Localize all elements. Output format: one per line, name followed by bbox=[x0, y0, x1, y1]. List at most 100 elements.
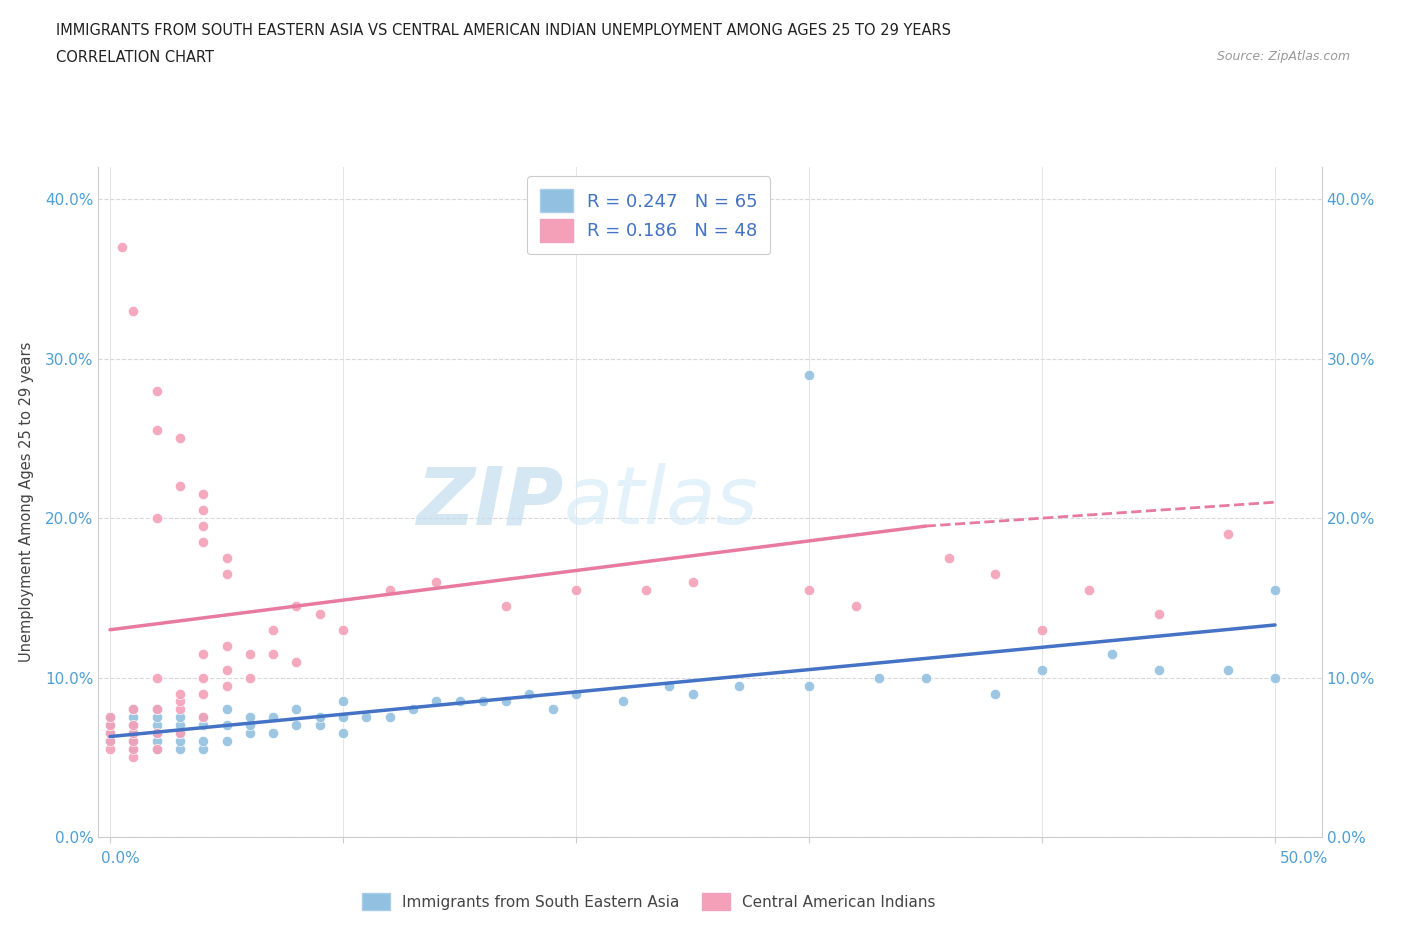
Point bbox=[98, 726, 121, 741]
Point bbox=[728, 678, 751, 693]
Point bbox=[145, 742, 167, 757]
Point bbox=[449, 694, 471, 709]
Point bbox=[122, 726, 145, 741]
Point bbox=[169, 686, 191, 701]
Point bbox=[122, 750, 145, 764]
Text: IMMIGRANTS FROM SOUTH EASTERN ASIA VS CENTRAL AMERICAN INDIAN UNEMPLOYMENT AMONG: IMMIGRANTS FROM SOUTH EASTERN ASIA VS CE… bbox=[56, 23, 952, 38]
Point bbox=[332, 622, 354, 637]
Point bbox=[98, 734, 121, 749]
Point bbox=[845, 598, 868, 613]
Point bbox=[308, 606, 330, 621]
Point bbox=[239, 671, 262, 685]
Point bbox=[215, 566, 238, 581]
Point bbox=[122, 710, 145, 724]
Point bbox=[682, 686, 704, 701]
Point bbox=[797, 678, 820, 693]
Point bbox=[471, 694, 494, 709]
Point bbox=[1031, 622, 1053, 637]
Point bbox=[239, 646, 262, 661]
Legend: Immigrants from South Eastern Asia, Central American Indians: Immigrants from South Eastern Asia, Cent… bbox=[356, 886, 942, 916]
Point bbox=[215, 718, 238, 733]
Point bbox=[122, 742, 145, 757]
Point bbox=[215, 662, 238, 677]
Point bbox=[145, 726, 167, 741]
Point bbox=[215, 678, 238, 693]
Point bbox=[565, 686, 588, 701]
Point bbox=[193, 519, 215, 534]
Point bbox=[332, 710, 354, 724]
Point bbox=[634, 582, 657, 597]
Point bbox=[984, 686, 1007, 701]
Point bbox=[193, 486, 215, 501]
Point bbox=[425, 694, 447, 709]
Point bbox=[145, 671, 167, 685]
Point bbox=[1218, 662, 1240, 677]
Point bbox=[169, 742, 191, 757]
Point bbox=[122, 734, 145, 749]
Point bbox=[98, 710, 121, 724]
Text: 50.0%: 50.0% bbox=[1281, 851, 1329, 866]
Text: ZIP: ZIP bbox=[416, 463, 564, 541]
Point bbox=[285, 718, 308, 733]
Point bbox=[519, 686, 541, 701]
Point bbox=[122, 718, 145, 733]
Point bbox=[565, 582, 588, 597]
Point bbox=[122, 702, 145, 717]
Point bbox=[193, 686, 215, 701]
Point bbox=[332, 694, 354, 709]
Point bbox=[169, 694, 191, 709]
Point bbox=[1101, 646, 1123, 661]
Text: CORRELATION CHART: CORRELATION CHART bbox=[56, 50, 214, 65]
Point bbox=[145, 702, 167, 717]
Point bbox=[285, 702, 308, 717]
Point bbox=[914, 671, 936, 685]
Text: atlas: atlas bbox=[564, 463, 758, 541]
Point bbox=[1031, 662, 1053, 677]
Point bbox=[122, 734, 145, 749]
Point bbox=[169, 431, 191, 445]
Point bbox=[1218, 526, 1240, 541]
Point bbox=[98, 726, 121, 741]
Point bbox=[145, 710, 167, 724]
Point bbox=[425, 575, 447, 590]
Point bbox=[215, 702, 238, 717]
Point bbox=[797, 367, 820, 382]
Point bbox=[1147, 606, 1170, 621]
Point bbox=[193, 503, 215, 518]
Point bbox=[193, 734, 215, 749]
Point bbox=[122, 303, 145, 318]
Point bbox=[495, 694, 517, 709]
Point bbox=[98, 718, 121, 733]
Point bbox=[682, 575, 704, 590]
Point bbox=[1077, 582, 1099, 597]
Point bbox=[145, 734, 167, 749]
Point bbox=[1147, 662, 1170, 677]
Point bbox=[145, 742, 167, 757]
Point bbox=[262, 710, 284, 724]
Point bbox=[239, 718, 262, 733]
Text: 0.0%: 0.0% bbox=[101, 851, 141, 866]
Point bbox=[285, 598, 308, 613]
Point bbox=[169, 702, 191, 717]
Point bbox=[169, 479, 191, 494]
Point bbox=[378, 582, 401, 597]
Point bbox=[122, 702, 145, 717]
Point bbox=[169, 710, 191, 724]
Point bbox=[98, 710, 121, 724]
Point bbox=[612, 694, 634, 709]
Point bbox=[378, 710, 401, 724]
Point bbox=[658, 678, 681, 693]
Point bbox=[145, 383, 167, 398]
Point bbox=[122, 742, 145, 757]
Point bbox=[262, 646, 284, 661]
Point bbox=[193, 535, 215, 550]
Point bbox=[1264, 671, 1286, 685]
Point bbox=[868, 671, 890, 685]
Text: Source: ZipAtlas.com: Source: ZipAtlas.com bbox=[1216, 50, 1350, 63]
Point bbox=[193, 710, 215, 724]
Point bbox=[984, 566, 1007, 581]
Point bbox=[145, 702, 167, 717]
Point bbox=[193, 646, 215, 661]
Point bbox=[122, 726, 145, 741]
Point bbox=[239, 710, 262, 724]
